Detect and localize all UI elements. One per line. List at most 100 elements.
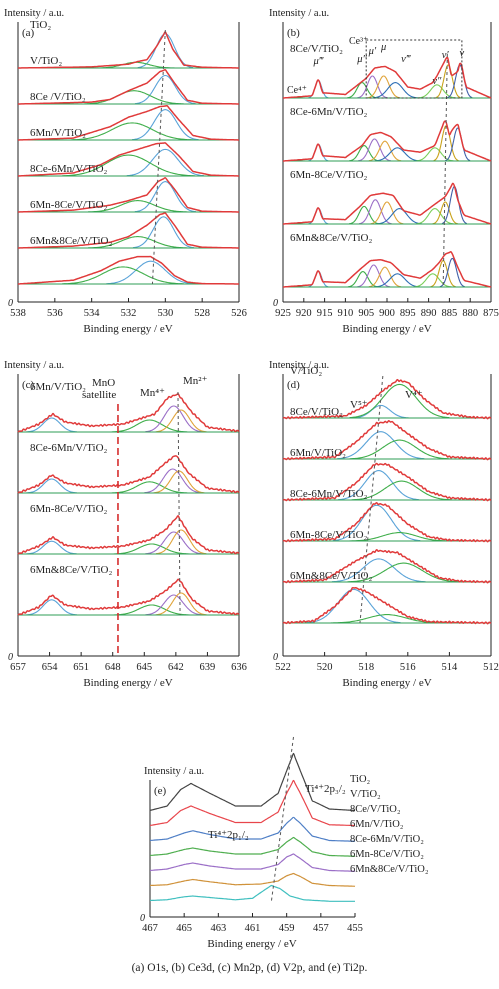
fit-component — [306, 588, 401, 624]
fit-component — [349, 205, 380, 225]
fit-component — [370, 201, 404, 225]
fit-component — [144, 468, 202, 494]
fit-component — [374, 273, 421, 288]
x-tick-label: 636 — [231, 662, 247, 673]
x-tick-label: 925 — [275, 308, 291, 319]
fit-component — [134, 181, 197, 213]
series-2: V/TiO₂ — [149, 779, 381, 827]
annotation-v5: V⁵⁺ — [350, 399, 368, 411]
fit-component — [349, 383, 450, 419]
series-7: 6Mn&8Ce/V/TiO₂ — [17, 235, 239, 285]
spectrum-envelope — [149, 752, 356, 812]
annotation-ce3: Ce³⁺ — [349, 36, 368, 47]
spectrum-envelope — [149, 816, 356, 842]
fit-component — [416, 208, 454, 225]
x-tick-label: 465 — [176, 923, 192, 934]
series-4: 6Mn/V/TiO₂ — [17, 127, 240, 177]
x-tick-label: 639 — [200, 662, 216, 673]
fit-component — [439, 257, 465, 288]
fit-component — [145, 594, 203, 616]
x-tick-label: 461 — [245, 923, 261, 934]
fit-component — [377, 208, 422, 225]
series-5: 6Mn-8Ce/V/TiO₂ — [282, 529, 492, 584]
panel-label: (e) — [154, 785, 167, 797]
x-axis-label: Binding energy / eV — [83, 323, 172, 335]
x-tick-label: 900 — [379, 308, 395, 319]
x-tick-label: 457 — [313, 923, 329, 934]
series-label: 8Ce-6Mn/V/TiO₂ — [350, 834, 424, 845]
x-tick-label: 518 — [358, 662, 374, 673]
spectrum-envelope — [282, 120, 492, 162]
series-3: 8Ce /V/TiO₂ — [17, 91, 240, 141]
fit-component — [132, 216, 195, 249]
x-axis-label: Binding energy / eV — [83, 677, 172, 689]
x-tick-label: 920 — [296, 308, 312, 319]
fit-component — [134, 74, 196, 105]
x-tick-label: 880 — [462, 308, 478, 319]
series-6: 6Mn&8Ce/V/TiO₂ — [282, 570, 492, 625]
peak-shift-guide — [270, 736, 294, 903]
fit-component — [131, 109, 199, 141]
series-label: 8Ce/V/TiO₂ — [350, 804, 401, 815]
annotation-mu2: μ″ — [356, 54, 367, 65]
annotation-satellite: satellite — [82, 389, 116, 401]
x-tick-label: 532 — [121, 308, 137, 319]
series-label: 8Ce/V/TiO₂ — [290, 406, 343, 418]
x-tick-label: 528 — [194, 308, 210, 319]
spectrum-envelope — [17, 212, 239, 249]
series-1: V/TiO₂ — [282, 365, 492, 420]
x-tick-label: 459 — [279, 923, 295, 934]
spectrum-envelope — [18, 31, 239, 69]
series-label: TiO₂ — [350, 774, 371, 785]
x-axis-label: Binding energy / eV — [342, 323, 431, 335]
x-tick-label: 648 — [105, 662, 121, 673]
fit-component — [352, 404, 409, 419]
spectrum-envelope — [282, 501, 492, 543]
peak-shift-guide — [151, 29, 166, 285]
panel-label: (d) — [287, 379, 300, 391]
y-axis-label: Intensity / a.u. — [4, 360, 64, 371]
fit-component — [435, 64, 461, 99]
x-tick-label: 651 — [73, 662, 89, 673]
fit-component — [331, 558, 426, 583]
x-tick-label: 885 — [442, 308, 458, 319]
x-tick-label: 536 — [47, 308, 63, 319]
fit-component — [155, 592, 207, 616]
series-label: 8Ce-6Mn/V/TiO₂ — [290, 488, 368, 500]
x-tick-label: 910 — [338, 308, 354, 319]
series-5: 8Ce-6Mn/V/TiO₂ — [149, 834, 424, 872]
fit-component — [111, 481, 188, 494]
annotation-ti-2p32: Ti⁴⁺2p₃/₂ — [305, 783, 346, 795]
series-label: 8Ce-6Mn/V/TiO₂ — [30, 163, 108, 175]
x-tick-label: 645 — [136, 662, 152, 673]
spectrum-envelope — [282, 419, 492, 461]
fit-component — [84, 90, 184, 105]
spectrum-envelope — [17, 177, 239, 213]
spectrum-envelope — [17, 104, 240, 141]
fit-component — [413, 273, 452, 288]
spectrum-envelope — [17, 455, 240, 494]
fit-component — [145, 405, 203, 433]
series-label: 6Mn-8Ce/V/TiO₂ — [350, 849, 424, 860]
series-label: 8Ce-6Mn/V/TiO₂ — [30, 442, 108, 454]
series-7: 6Mn&8Ce/V/TiO₂ — [149, 864, 429, 902]
fit-component — [137, 33, 194, 69]
spectrum-envelope — [17, 578, 240, 616]
panel-label: (a) — [22, 27, 35, 39]
series-3: 6Mn-8Ce/V/TiO₂ — [17, 503, 240, 555]
spectrum-envelope — [282, 586, 492, 625]
series-label: 6Mn&8Ce/V/TiO₂ — [350, 864, 429, 875]
series-label: 6Mn-8Ce/V/TiO₂ — [30, 503, 108, 515]
series-1: TiO₂ — [149, 752, 371, 812]
spectrum-envelope — [282, 462, 492, 502]
fit-component — [26, 478, 77, 494]
series-1: 8Ce/V/TiO₂ — [282, 43, 492, 99]
x-tick-label: 522 — [275, 662, 291, 673]
fit-component — [433, 125, 459, 162]
spectrum-envelope — [17, 255, 239, 285]
fit-component — [372, 82, 418, 99]
y-axis-label: Intensity / a.u. — [4, 8, 64, 19]
annotation-mn4: Mn⁴⁺ — [140, 387, 165, 399]
